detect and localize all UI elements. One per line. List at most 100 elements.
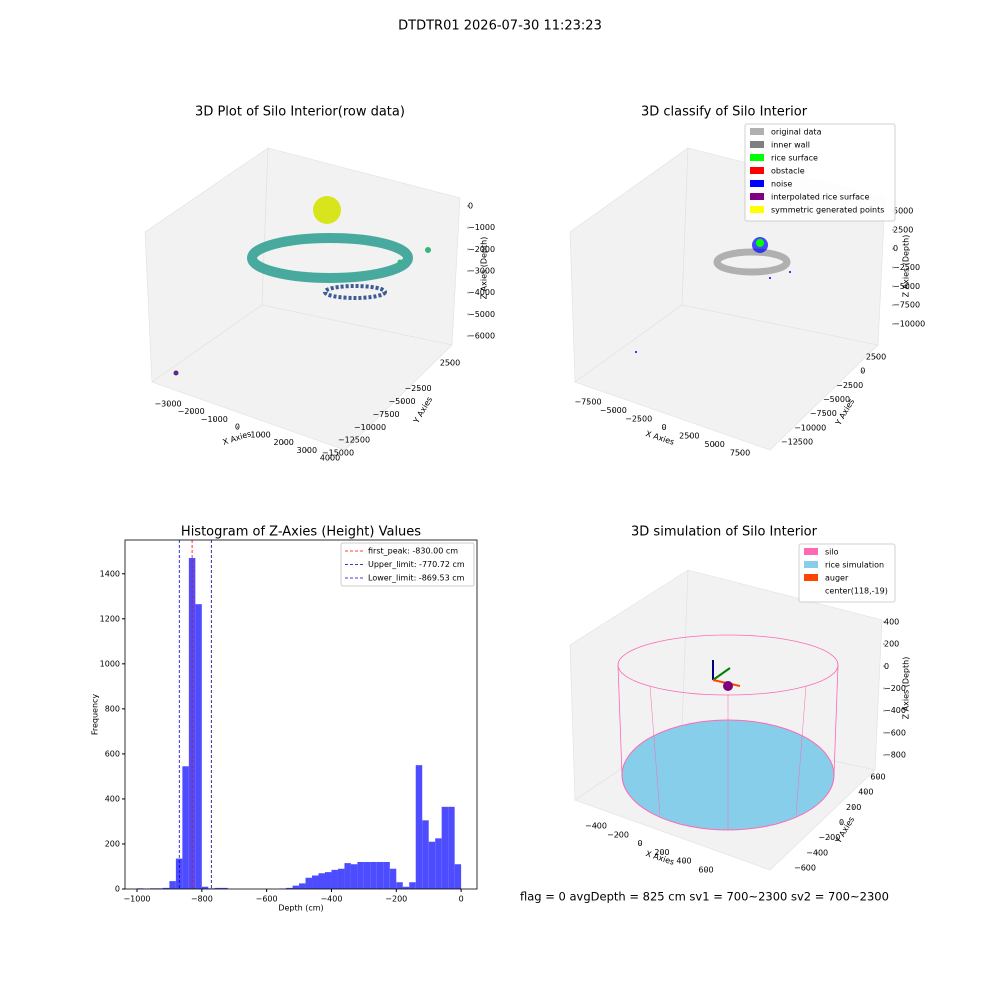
bar [364, 862, 370, 889]
x-tick-label: −1000 [201, 415, 228, 424]
x-tick-label: 600 [698, 866, 713, 875]
bar [448, 807, 454, 889]
bar [338, 869, 344, 889]
legend-label: original data [771, 128, 822, 137]
bar [331, 870, 337, 889]
bar [176, 859, 182, 889]
z-tick-label: −800 [884, 751, 906, 760]
y-tick-label: 1400 [100, 569, 120, 578]
z-tick-label: −600 [884, 728, 906, 737]
y-tick-label: 400 [105, 794, 120, 803]
z-tick-label: −5000 [468, 310, 495, 319]
x-tick-label: −2500 [625, 415, 652, 424]
x-axis-label: Depth (cm) [278, 904, 323, 913]
y-tick-label: −15000 [322, 449, 354, 458]
bar [455, 864, 461, 889]
bar [306, 878, 312, 889]
x-tick-label: 1000 [250, 430, 270, 439]
x-tick-label: 3000 [297, 446, 317, 455]
legend-label: center(118,-19) [825, 587, 888, 596]
y-tick-label: −5000 [388, 397, 415, 406]
bar [325, 872, 331, 889]
bar [422, 820, 428, 889]
y-tick-label: −12500 [781, 438, 813, 447]
legend-label: Upper_limit: -770.72 cm [368, 560, 465, 569]
y-tick-label: 800 [105, 704, 120, 713]
z-axis-label: Z Axies (Depth) [480, 237, 489, 300]
z-tick-label: 0 [884, 662, 889, 671]
y-tick-label: −2500 [836, 381, 863, 390]
bar [344, 863, 350, 889]
y-tick-label: −400 [806, 848, 828, 857]
legend-label: interpolated rice surface [771, 193, 869, 202]
y-tick-label: −12500 [338, 436, 370, 445]
y-tick-label: 2500 [440, 359, 460, 368]
panel-title: 3D simulation of Silo Interior [631, 525, 818, 540]
x-tick-label: 0 [235, 423, 240, 432]
z-tick-label: 0 [468, 202, 473, 211]
x-tick-label: 5000 [704, 440, 724, 449]
z-tick-label: 0 [893, 244, 898, 253]
x-tick-label: −1000 [123, 895, 150, 904]
bar [409, 882, 415, 889]
bar [416, 765, 422, 889]
bar [377, 862, 383, 889]
bar [169, 881, 175, 889]
figure-title: DTDTR01 2026-07-30 11:23:23 [398, 19, 602, 34]
legend-label: auger [825, 574, 849, 583]
y-tick-label: 200 [846, 803, 861, 812]
legend-swatch [750, 141, 764, 148]
z-tick-label: −6000 [468, 332, 495, 341]
legend-label: Lower_limit: -869.53 cm [368, 574, 465, 583]
bar [319, 873, 325, 889]
bar [435, 838, 441, 889]
z-tick-label: −7500 [893, 301, 920, 310]
y-tick-label: 400 [858, 788, 873, 797]
legend-swatch [750, 180, 764, 187]
z-tick-label: −10000 [893, 320, 925, 329]
y-tick-label: −10000 [794, 423, 826, 432]
z-tick-label: 400 [884, 618, 899, 627]
y-tick-label: 2500 [866, 353, 886, 362]
legend-swatch [750, 193, 764, 200]
legend-swatch [804, 548, 818, 555]
x-tick-label: −200 [385, 895, 407, 904]
legend-label: inner wall [771, 141, 810, 150]
bar [383, 862, 389, 889]
x-tick-label: 2500 [679, 432, 699, 441]
y-tick-label: −7500 [372, 410, 399, 419]
bar [370, 862, 376, 889]
panel-title: 3D classify of Silo Interior [641, 105, 808, 120]
x-tick-label: 0 [637, 839, 642, 848]
y-tick-label: 0 [860, 367, 865, 376]
bar [299, 883, 305, 889]
z-tick-label: 200 [884, 640, 899, 649]
x-tick-label: 0 [661, 423, 666, 432]
x-tick-label: −5000 [600, 406, 627, 415]
bar [390, 869, 396, 889]
legend-label: rice surface [771, 154, 818, 163]
panel-title: 3D Plot of Silo Interior(row data) [195, 105, 405, 120]
legend-label: first_peak: -830.00 cm [368, 547, 458, 556]
legend-label: rice simulation [825, 561, 884, 570]
x-tick-label: 400 [676, 857, 691, 866]
y-tick-label: −2500 [404, 384, 431, 393]
x-tick-label: 0 [459, 895, 464, 904]
y-tick-label: 600 [105, 749, 120, 758]
y-axis-label: Frequency [91, 694, 100, 736]
x-tick-label: 7500 [730, 449, 750, 458]
bar [293, 886, 299, 889]
y-tick-label: 600 [870, 773, 885, 782]
y-tick-label: −7500 [810, 409, 837, 418]
legend-label: obstacle [771, 167, 805, 176]
bar [182, 766, 188, 889]
x-tick-label: −800 [191, 895, 213, 904]
y-tick-label: 0 [115, 885, 120, 894]
legend-label: symmetric generated points [771, 206, 884, 215]
y-tick-label: 200 [105, 839, 120, 848]
legend-swatch [750, 206, 764, 213]
bar [396, 882, 402, 889]
y-tick-label: 1000 [100, 659, 120, 668]
bar [442, 807, 448, 889]
legend-swatch [750, 128, 764, 135]
